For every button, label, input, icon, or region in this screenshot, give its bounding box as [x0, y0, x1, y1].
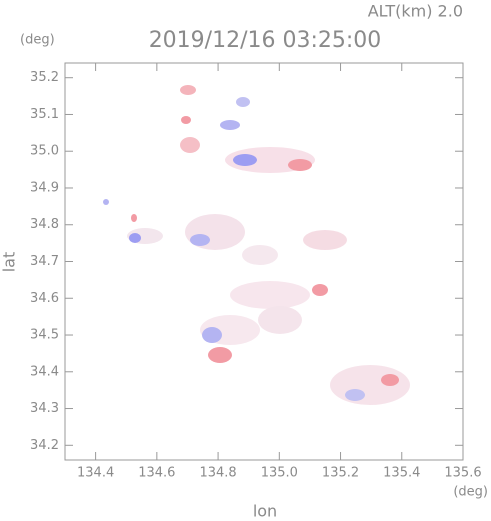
echo-field	[103, 85, 410, 405]
y-tick-label: 34.6	[30, 291, 59, 306]
y-tick-label: 34.9	[30, 180, 59, 195]
y-tick-label: 35.2	[30, 70, 59, 85]
y-tick-label: 34.8	[30, 217, 59, 232]
y-tick-label: 34.2	[30, 438, 59, 453]
x-tick-label: 135.6	[444, 466, 481, 481]
y-tick-label: 34.4	[30, 364, 59, 379]
x-tick-label: 135.2	[322, 466, 359, 481]
x-tick-label: 134.4	[77, 466, 114, 481]
y-tick-label: 35.0	[30, 144, 59, 159]
y-unit: (deg)	[20, 33, 55, 48]
altitude-label: ALT(km) 2.0	[368, 2, 463, 21]
x-axis-label: lon	[253, 502, 277, 521]
x-tick-label: 135.4	[383, 466, 420, 481]
x-tick-label: 134.6	[138, 466, 175, 481]
x-tick-label: 134.8	[199, 466, 236, 481]
chart-title: 2019/12/16 03:25:00	[149, 28, 382, 53]
y-axis-label: lat	[0, 252, 19, 273]
y-tick-label: 34.3	[30, 401, 59, 416]
y-tick-label: 34.5	[30, 328, 59, 343]
x-tick-label: 135.0	[261, 466, 298, 481]
x-unit: (deg)	[453, 485, 488, 500]
y-tick-label: 34.7	[30, 254, 59, 269]
y-tick-label: 35.1	[30, 107, 59, 122]
